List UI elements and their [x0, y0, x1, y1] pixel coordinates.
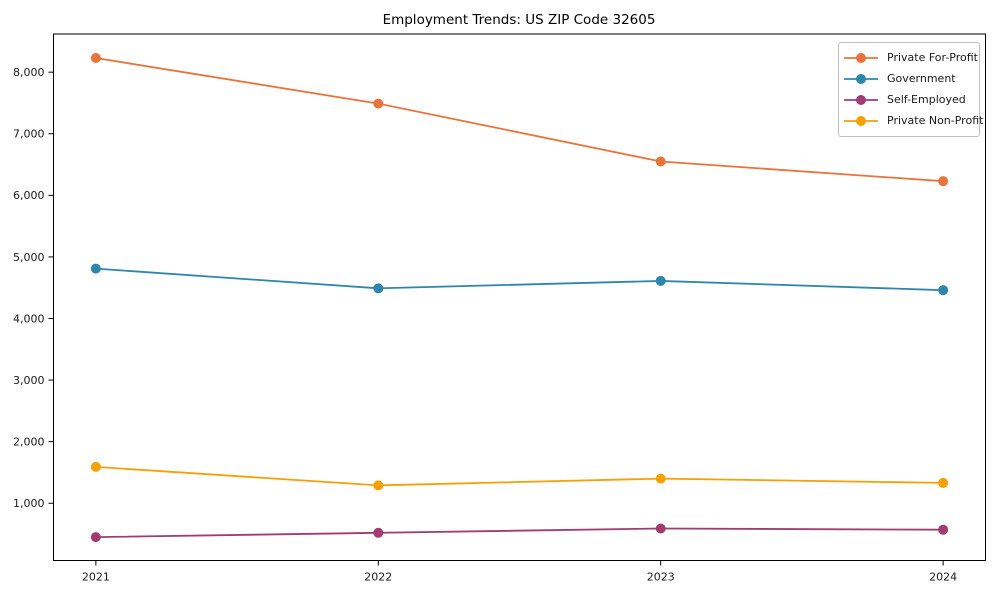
series-line-government	[95, 267, 944, 292]
legend-item-private-for-profit: Private For-Profit	[843, 47, 979, 68]
x-tick-label: 2023	[647, 571, 675, 584]
x-tick-label: 2022	[364, 571, 392, 584]
legend-label: Government	[887, 72, 956, 85]
data-point-private-for-profit	[938, 176, 949, 187]
series-line-self-employed	[95, 527, 944, 538]
data-point-private-non-profit	[938, 477, 949, 488]
y-tick-label: 7,000	[13, 128, 45, 141]
legend-label: Self-Employed	[887, 93, 966, 106]
legend-label: Private Non-Profit	[887, 114, 984, 127]
data-point-private-for-profit	[373, 98, 384, 109]
data-point-government	[655, 275, 666, 286]
legend-item-private-non-profit: Private Non-Profit	[843, 110, 983, 131]
y-tick-label: 5,000	[13, 251, 45, 264]
data-point-self-employed	[655, 523, 666, 534]
y-tick-label: 4,000	[13, 312, 45, 325]
data-point-private-for-profit	[655, 156, 666, 167]
legend: Private For-Profit Government Self-Employe…	[838, 42, 983, 137]
y-tick-label: 8,000	[13, 66, 45, 79]
legend-label: Private For-Profit	[887, 51, 978, 64]
data-point-private-non-profit	[90, 461, 101, 472]
series-line-private-for-profit	[95, 57, 944, 183]
legend-marker-icon	[844, 115, 878, 126]
data-point-private-for-profit	[90, 53, 101, 64]
legend-marker-icon	[844, 94, 878, 105]
data-point-self-employed	[938, 524, 949, 535]
data-point-government	[373, 283, 384, 294]
y-tick-label: 6,000	[13, 189, 45, 202]
y-tick-label: 2,000	[13, 436, 45, 449]
data-point-private-non-profit	[373, 480, 384, 491]
y-tick-label: 1,000	[13, 497, 45, 510]
legend-item-government: Government	[843, 68, 979, 89]
data-point-self-employed	[90, 532, 101, 543]
legend-marker-icon	[844, 73, 878, 84]
legend-marker-icon	[844, 52, 878, 63]
data-point-government	[938, 285, 949, 296]
chart-title: Employment Trends: US ZIP Code 32605	[382, 12, 656, 28]
plot-frame	[53, 33, 986, 561]
y-tick-label: 3,000	[13, 374, 45, 387]
data-point-private-non-profit	[655, 473, 666, 484]
x-tick-label: 2024	[929, 571, 957, 584]
data-point-government	[90, 263, 101, 274]
x-tick-label: 2021	[82, 571, 110, 584]
legend-item-self-employed: Self-Employed	[843, 89, 979, 110]
data-point-self-employed	[373, 527, 384, 538]
series-line-private-non-profit	[95, 466, 944, 487]
